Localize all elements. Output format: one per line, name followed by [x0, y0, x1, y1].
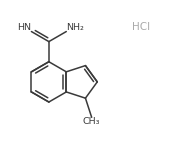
Text: CH₃: CH₃	[83, 117, 100, 126]
Text: HCl: HCl	[132, 22, 150, 32]
Text: NH₂: NH₂	[66, 23, 84, 32]
Text: HN: HN	[17, 23, 31, 32]
